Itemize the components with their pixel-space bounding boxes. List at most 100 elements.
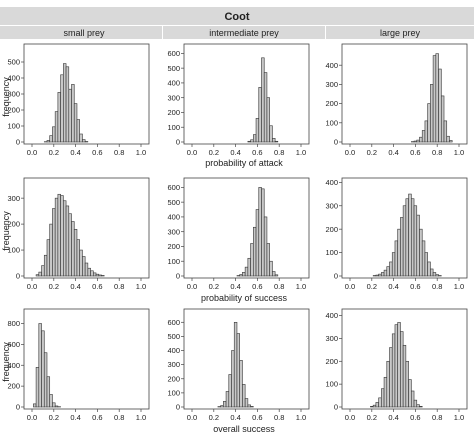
histogram-bar [397, 322, 401, 408]
histogram-bar [90, 270, 94, 277]
histogram-bar [38, 323, 42, 408]
histogram-bar [378, 273, 382, 277]
histogram-bar [435, 53, 439, 143]
y-tick-label: 200 [7, 106, 20, 115]
x-tick-label: 0.2 [367, 282, 377, 291]
histogram-bar [411, 390, 415, 408]
x-tick-label: 0.6 [410, 148, 420, 157]
histogram-bar [63, 200, 67, 277]
histogram-bar [73, 228, 78, 277]
row-label-success: probability of success [201, 293, 288, 303]
histogram-bar [82, 139, 86, 143]
histogram-bar [250, 243, 254, 277]
figure-title: Coot [224, 11, 249, 23]
histogram-bar [38, 271, 42, 277]
x-tick-label: 0.8 [274, 413, 284, 422]
y-tick-label: 500 [167, 64, 180, 73]
histogram-bar [244, 266, 249, 277]
histogram-bar [269, 260, 273, 277]
histogram-bar [402, 205, 407, 277]
histogram-bar [231, 350, 235, 408]
y-tick-label: 400 [167, 213, 180, 222]
y-tick-label: 500 [7, 58, 20, 67]
x-tick-label: 0.0 [187, 413, 197, 422]
y-tick-label: 200 [167, 374, 180, 383]
histogram-bar [405, 360, 409, 408]
x-tick-label: 0.4 [70, 148, 80, 157]
column-strip-small-prey [0, 26, 162, 39]
histogram-bar [389, 261, 393, 277]
histogram-bar [98, 274, 102, 277]
x-tick-label: 0.4 [388, 148, 398, 157]
panel-1: 0.0 0.2 0.4 0.6 0.8 1.0 0 100 200 300 400 500 [7, 43, 150, 157]
panels-layer: 0.0 0.2 0.4 0.6 0.8 1.0 0 100 200 300 400 500 0.0 0.2… [7, 43, 468, 422]
y-tick-label: 0 [16, 138, 20, 147]
histogram-bar [247, 140, 251, 143]
x-tick-label: 0.4 [388, 413, 398, 422]
panel-frame [341, 308, 468, 410]
y-tick-label: 0 [176, 403, 180, 412]
x-tick-label: 0.2 [49, 282, 59, 291]
panel-2: 0.0 0.2 0.4 0.6 0.8 1.0 0 100 200 300 400 500 600 [167, 43, 310, 157]
histogram-bar [33, 403, 37, 408]
panel-9: 0.0 0.2 0.4 0.6 0.8 1.0 0 100 200 300 400 [325, 308, 468, 422]
histogram-bar [242, 384, 246, 408]
histogram-bar [242, 272, 246, 277]
y-tick-label: 0 [334, 403, 338, 412]
histogram-bar [383, 269, 388, 277]
histogram-bar [263, 216, 268, 277]
panel-frame [23, 308, 150, 410]
y-tick-label: 200 [167, 108, 180, 117]
title-strip [0, 7, 474, 25]
histogram-bar [446, 135, 450, 143]
x-tick-label: 0.8 [432, 148, 442, 157]
histogram-bar [261, 188, 265, 277]
panel-4: 0.0 0.2 0.4 0.6 0.8 1.0 0 100 200 300 [7, 177, 150, 291]
histogram-bar [443, 120, 448, 143]
histogram-bar [71, 84, 75, 143]
histogram-bar [411, 198, 415, 277]
row-label-attack: probability of attack [205, 158, 283, 168]
histogram-bar [244, 398, 249, 408]
x-tick-label: 0.4 [70, 282, 80, 291]
histogram-bar [233, 321, 238, 408]
x-tick-label: 0.0 [345, 148, 355, 157]
histogram-bar [424, 252, 428, 277]
x-tick-label: 0.0 [27, 282, 37, 291]
histogram-bar [63, 63, 67, 143]
histogram-bar [82, 256, 86, 277]
histogram-bar [416, 404, 420, 408]
y-tick-label: 300 [325, 201, 338, 210]
histogram-bar [46, 140, 51, 143]
x-tick-label: 0.8 [274, 148, 284, 157]
histogram-bar [378, 397, 382, 408]
histogram-bar [421, 240, 426, 277]
histogram-bar [76, 119, 80, 143]
panel-frame [183, 308, 310, 410]
y-tick-label: 400 [325, 178, 338, 187]
y-tick-label: 100 [167, 123, 180, 132]
histogram-bar [397, 228, 401, 277]
histogram-bar [408, 193, 412, 277]
histogram-bar [60, 195, 64, 277]
histogram-bar [247, 257, 251, 277]
histogram-bar [65, 66, 70, 143]
y-tick-label: 200 [7, 220, 20, 229]
histogram-bar [258, 87, 262, 143]
x-tick-label: 0.6 [410, 282, 420, 291]
x-tick-label: 0.8 [432, 282, 442, 291]
y-tick-label: 0 [334, 272, 338, 281]
histogram-bar [272, 271, 276, 277]
histogram-bar [93, 272, 97, 277]
histogram-bar [427, 261, 431, 277]
histogram-bar [261, 57, 265, 143]
histogram-bar [73, 103, 78, 143]
x-tick-label: 0.8 [274, 282, 284, 291]
histogram-bar [375, 402, 379, 408]
histogram-bar [274, 274, 279, 277]
x-tick-label: 1.0 [296, 413, 306, 422]
x-tick-label: 0.0 [345, 282, 355, 291]
histogram-bar [255, 209, 260, 277]
histogram-bar [228, 374, 232, 408]
